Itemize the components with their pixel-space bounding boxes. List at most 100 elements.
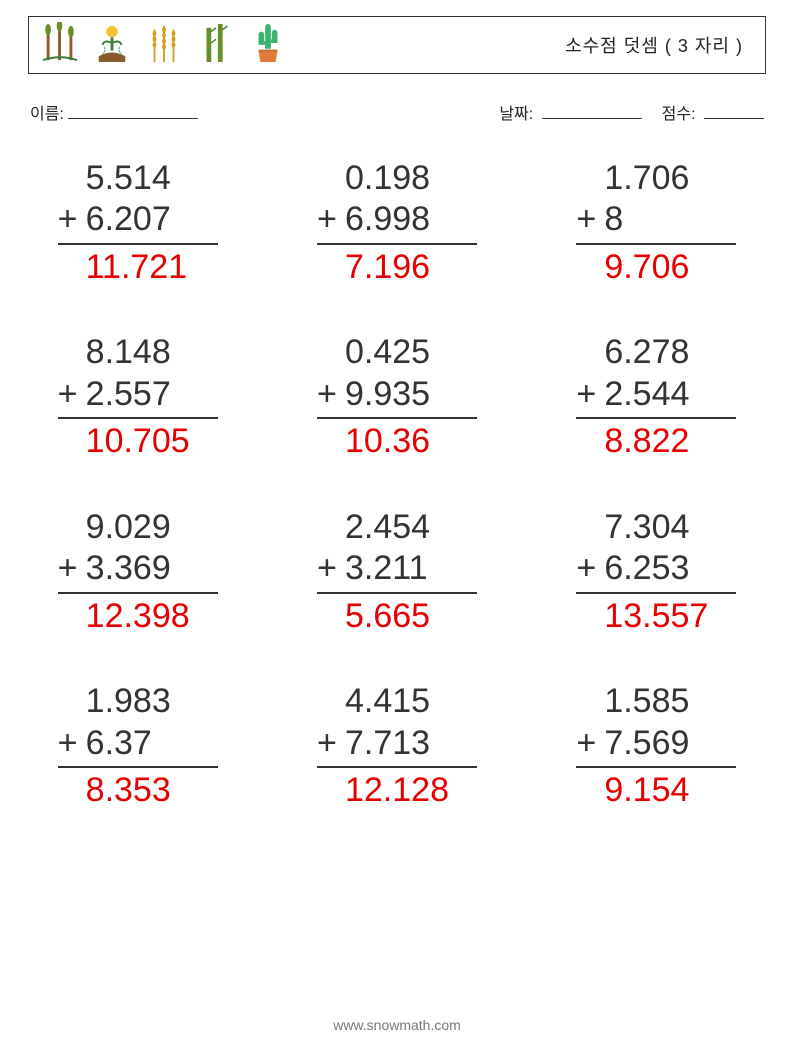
info-row: 이름: 날짜: 점수:	[28, 100, 766, 124]
operand-bottom: 6.207	[86, 199, 218, 240]
operand-bottom-row: +6.37	[58, 723, 218, 764]
answer: 9.706	[576, 247, 736, 288]
answer-row: 9.154	[576, 766, 736, 811]
answer: 8.822	[576, 421, 736, 462]
problem: 2.454+3.211 5.665	[317, 507, 477, 637]
operator: +	[317, 548, 345, 589]
answer: 5.665	[317, 596, 477, 637]
answer: 13.557	[576, 596, 736, 637]
problem: 6.278+2.544 8.822	[576, 332, 736, 462]
operand-top-row: 0.198	[317, 158, 477, 199]
operand-top-row: 1.983	[58, 681, 218, 722]
operator: +	[576, 723, 604, 764]
operand-top: 4.415	[345, 681, 477, 722]
score-blank	[704, 118, 764, 119]
answer: 9.154	[576, 770, 736, 811]
operand-bottom: 8	[604, 199, 736, 240]
spacer	[576, 332, 604, 373]
operand-bottom: 6.37	[86, 723, 218, 764]
operand-top-row: 1.585	[576, 681, 736, 722]
operand-bottom-row: +2.557	[58, 374, 218, 415]
worksheet-title: 소수점 덧셈 ( 3 자리 )	[565, 32, 743, 58]
operand-bottom-row: +7.569	[576, 723, 736, 764]
operand-bottom: 6.253	[604, 548, 736, 589]
date-label: 날짜:	[499, 106, 533, 123]
seedling-icon	[93, 22, 131, 69]
problem: 4.415+7.713 12.128	[317, 681, 477, 811]
answer-row: 10.705	[58, 417, 218, 462]
answer-row: 12.398	[58, 592, 218, 637]
operand-top-row: 8.148	[58, 332, 218, 373]
operator: +	[58, 548, 86, 589]
spacer	[317, 332, 345, 373]
spacer	[317, 681, 345, 722]
operand-bottom-row: +7.713	[317, 723, 477, 764]
operand-bottom: 6.998	[345, 199, 477, 240]
operand-bottom-row: +9.935	[317, 374, 477, 415]
spacer	[58, 507, 86, 548]
problem: 1.706+8 9.706	[576, 158, 736, 288]
problem: 0.425+9.935 10.36	[317, 332, 477, 462]
operand-top: 6.278	[604, 332, 736, 373]
operator: +	[317, 199, 345, 240]
problem: 0.198+6.998 7.196	[317, 158, 477, 288]
operand-top: 8.148	[86, 332, 218, 373]
operand-top: 2.454	[345, 507, 477, 548]
answer-row: 8.822	[576, 417, 736, 462]
operand-bottom-row: +6.998	[317, 199, 477, 240]
operator: +	[576, 199, 604, 240]
problem: 8.148+2.557 10.705	[58, 332, 218, 462]
answer: 7.196	[317, 247, 477, 288]
date-blank	[542, 118, 642, 119]
wheat-icon	[145, 22, 183, 69]
answer: 12.128	[317, 770, 477, 811]
header-box: 소수점 덧셈 ( 3 자리 )	[28, 16, 766, 74]
answer: 10.705	[58, 421, 218, 462]
problems-grid: 5.514+6.20711.7210.198+6.9987.1961.706+8…	[28, 158, 766, 812]
operand-top: 1.706	[604, 158, 736, 199]
operator: +	[58, 199, 86, 240]
operand-top: 1.585	[604, 681, 736, 722]
bamboo-icon	[197, 22, 235, 69]
operand-bottom-row: +8	[576, 199, 736, 240]
score-label: 점수:	[662, 106, 696, 123]
operand-top-row: 0.425	[317, 332, 477, 373]
operand-bottom-row: +6.207	[58, 199, 218, 240]
operand-bottom: 7.713	[345, 723, 477, 764]
operand-top-row: 7.304	[576, 507, 736, 548]
cactus-icon	[249, 22, 287, 69]
operand-bottom-row: +3.369	[58, 548, 218, 589]
operand-top-row: 5.514	[58, 158, 218, 199]
answer: 8.353	[58, 770, 218, 811]
spacer	[58, 332, 86, 373]
spacer	[576, 507, 604, 548]
operand-bottom: 2.557	[86, 374, 218, 415]
operator: +	[576, 374, 604, 415]
score-field: 점수:	[662, 100, 764, 124]
operand-bottom: 3.369	[86, 548, 218, 589]
problem: 5.514+6.207 11.721	[58, 158, 218, 288]
operator: +	[576, 548, 604, 589]
operand-bottom-row: +6.253	[576, 548, 736, 589]
operand-top-row: 2.454	[317, 507, 477, 548]
spacer	[58, 158, 86, 199]
spacer	[317, 507, 345, 548]
operand-top: 1.983	[86, 681, 218, 722]
answer-row: 9.706	[576, 243, 736, 288]
operand-bottom-row: +2.544	[576, 374, 736, 415]
name-blank	[68, 118, 198, 119]
answer-row: 10.36	[317, 417, 477, 462]
operand-bottom-row: +3.211	[317, 548, 477, 589]
problem: 1.983+6.37 8.353	[58, 681, 218, 811]
answer: 10.36	[317, 421, 477, 462]
name-field: 이름:	[30, 100, 198, 124]
operand-top-row: 6.278	[576, 332, 736, 373]
operand-top: 0.198	[345, 158, 477, 199]
answer: 11.721	[58, 247, 218, 288]
operand-top: 0.425	[345, 332, 477, 373]
name-label: 이름:	[30, 100, 64, 124]
answer-row: 11.721	[58, 243, 218, 288]
footer-url: www.snowmath.com	[0, 1017, 794, 1033]
operand-top-row: 1.706	[576, 158, 736, 199]
operand-top: 9.029	[86, 507, 218, 548]
